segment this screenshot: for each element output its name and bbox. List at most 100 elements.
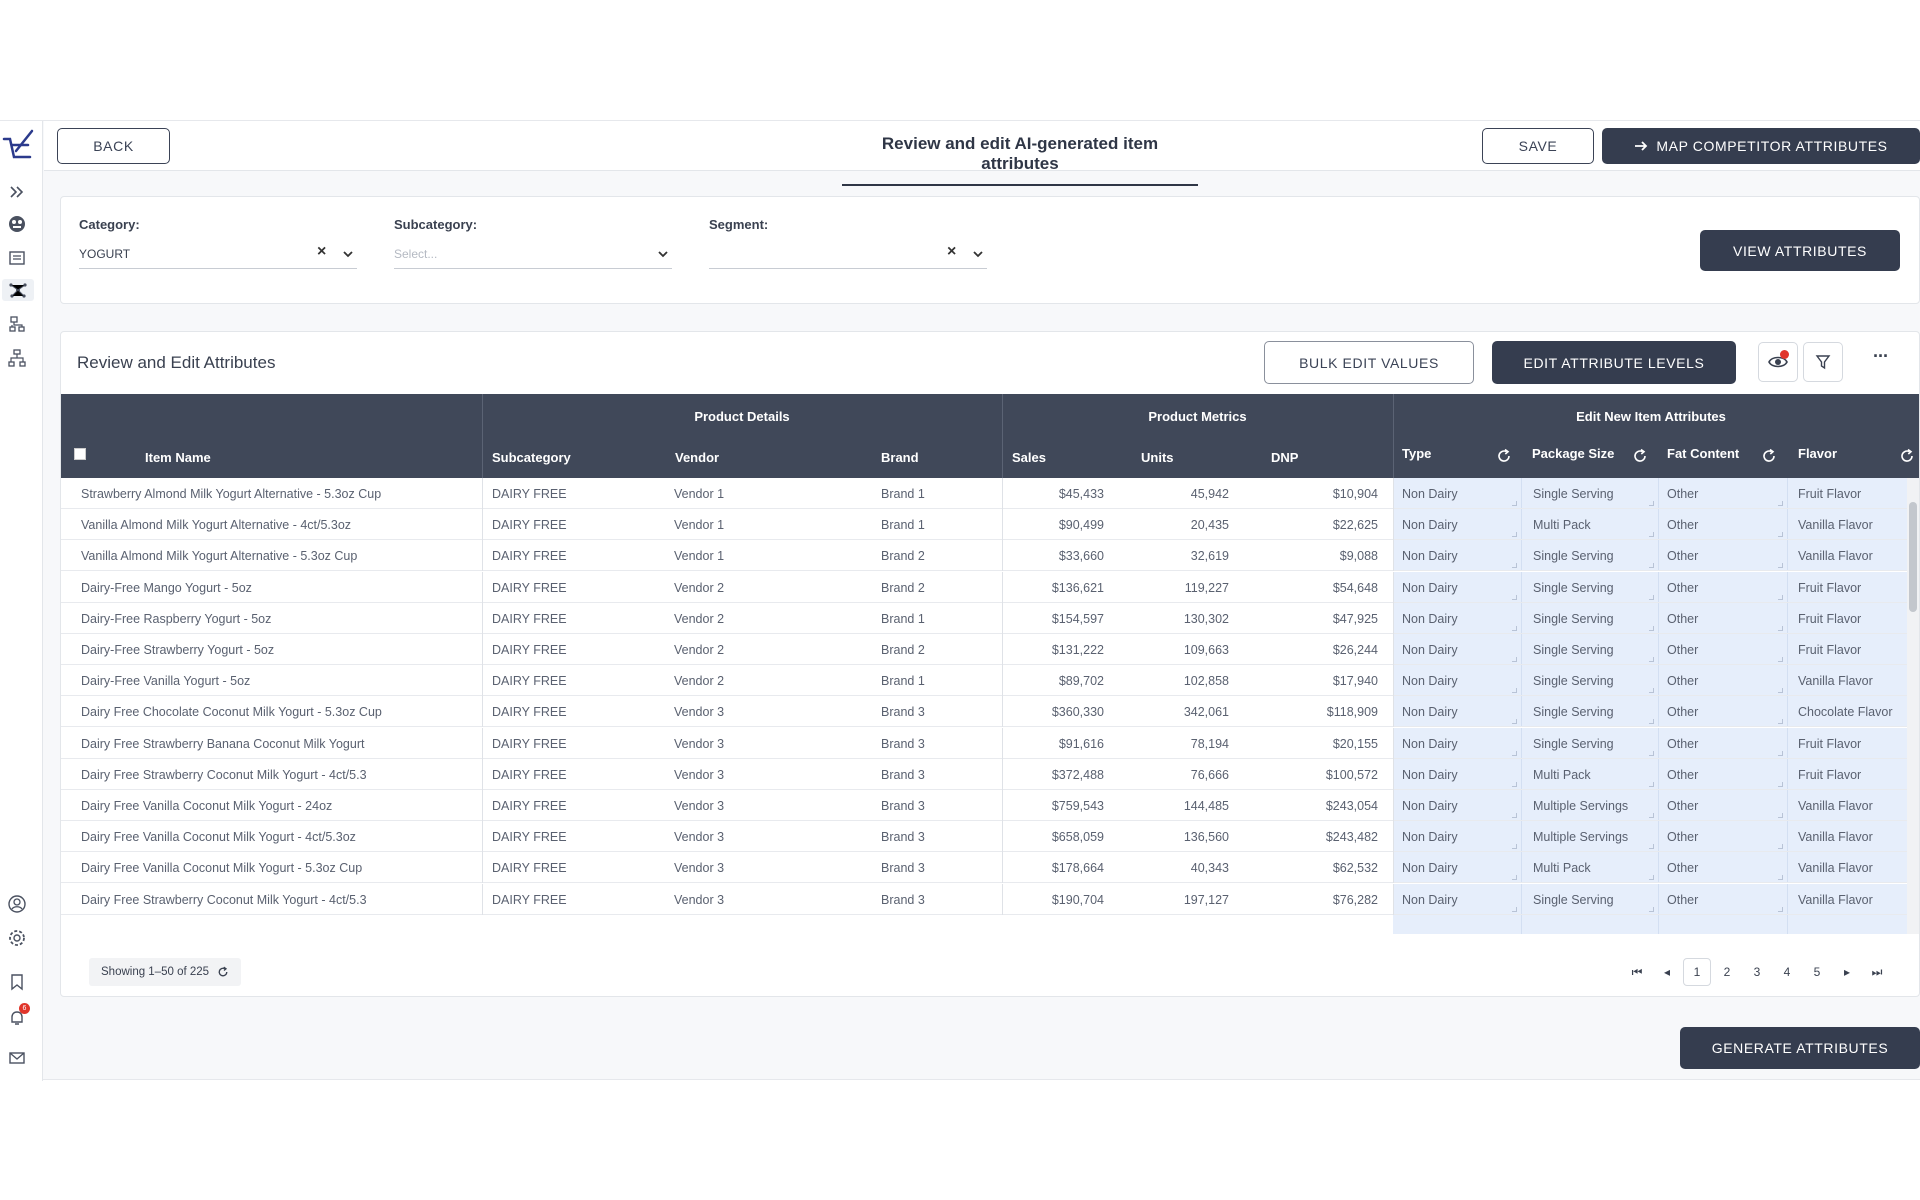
editable-cell[interactable] bbox=[1659, 821, 1788, 852]
editable-cell[interactable] bbox=[1659, 665, 1788, 696]
chevron-down-icon[interactable] bbox=[656, 247, 670, 261]
refresh-type-icon[interactable] bbox=[1496, 448, 1512, 464]
col-units[interactable]: Units bbox=[1141, 450, 1174, 465]
table-row[interactable]: Dairy-Free Raspberry Yogurt - 5oz DAIRY F… bbox=[61, 602, 1919, 634]
editable-cell[interactable] bbox=[1788, 914, 1919, 934]
clear-category-icon[interactable]: × bbox=[317, 243, 327, 260]
user-profile-icon[interactable] bbox=[6, 893, 28, 915]
editable-cell[interactable] bbox=[1522, 914, 1659, 934]
chevron-down-icon[interactable] bbox=[971, 247, 985, 261]
editable-cell[interactable] bbox=[1522, 821, 1659, 852]
table-row[interactable]: Dairy-Free Strawberry Yogurt - 5oz DAIRY … bbox=[61, 634, 1919, 665]
org-chart-icon[interactable] bbox=[6, 313, 28, 335]
editable-cell[interactable] bbox=[1393, 914, 1522, 934]
editable-cell[interactable] bbox=[1393, 665, 1522, 696]
table-row[interactable]: Dairy-Free Mango Yogurt - 5oz DAIRY FREE V… bbox=[61, 571, 1919, 603]
editable-cell[interactable] bbox=[1788, 821, 1919, 852]
cart-logo-icon[interactable] bbox=[2, 127, 36, 165]
col-type[interactable]: Type bbox=[1402, 446, 1432, 461]
editable-cell[interactable] bbox=[1788, 602, 1919, 633]
edit-attribute-levels-button[interactable]: EDIT ATTRIBUTE LEVELS bbox=[1492, 341, 1736, 384]
table-row[interactable]: Vanilla Almond Milk Yogurt Alternative -… bbox=[61, 509, 1919, 541]
subcategory-select[interactable]: Select... bbox=[394, 241, 672, 269]
editable-cell[interactable] bbox=[1522, 727, 1659, 758]
editable-cell[interactable] bbox=[1788, 634, 1919, 664]
editable-cell[interactable] bbox=[1659, 727, 1788, 758]
generate-attributes-button[interactable]: GENERATE ATTRIBUTES bbox=[1680, 1027, 1920, 1069]
notifications-bell-icon[interactable]: 6 bbox=[6, 1003, 30, 1029]
editable-cell[interactable] bbox=[1659, 509, 1788, 540]
editable-cell[interactable] bbox=[1522, 790, 1659, 820]
map-competitor-attributes-button[interactable]: MAP COMPETITOR ATTRIBUTES bbox=[1602, 128, 1920, 164]
editable-cell[interactable] bbox=[1659, 758, 1788, 789]
hierarchy-icon[interactable] bbox=[6, 347, 28, 369]
refresh-fat-content-icon[interactable] bbox=[1761, 448, 1777, 464]
segment-select[interactable]: × bbox=[709, 241, 987, 269]
editable-cell[interactable] bbox=[1522, 665, 1659, 696]
editable-cell[interactable] bbox=[1393, 696, 1522, 727]
editable-cell[interactable] bbox=[1393, 634, 1522, 664]
page-5[interactable]: 5 bbox=[1813, 965, 1821, 979]
editable-cell[interactable] bbox=[1788, 883, 1919, 914]
col-package-size[interactable]: Package Size bbox=[1532, 446, 1615, 461]
editable-cell[interactable] bbox=[1659, 571, 1788, 602]
editable-cell[interactable] bbox=[1788, 727, 1919, 758]
editable-cell[interactable] bbox=[1522, 571, 1659, 602]
editable-cell[interactable] bbox=[1393, 509, 1522, 540]
editable-cell[interactable] bbox=[1659, 696, 1788, 727]
table-row[interactable]: Dairy Free Strawberry Coconut Milk Yogur… bbox=[61, 758, 1919, 790]
editable-cell[interactable] bbox=[1393, 727, 1522, 758]
editable-cell[interactable] bbox=[1393, 602, 1522, 633]
editable-cell[interactable] bbox=[1393, 852, 1522, 883]
refresh-icon[interactable] bbox=[217, 966, 229, 978]
col-item-name[interactable]: Item Name bbox=[145, 450, 211, 465]
editable-cell[interactable] bbox=[1659, 478, 1788, 508]
page-1[interactable]: 1 bbox=[1683, 958, 1711, 986]
editable-cell[interactable] bbox=[1393, 758, 1522, 789]
page-2[interactable]: 2 bbox=[1723, 965, 1731, 979]
prev-page-icon[interactable]: ◂ bbox=[1663, 965, 1671, 979]
table-row[interactable]: Dairy Free Vanilla Coconut Milk Yogurt -… bbox=[61, 821, 1919, 853]
clear-segment-icon[interactable]: × bbox=[947, 243, 957, 260]
editable-cell[interactable] bbox=[1659, 852, 1788, 883]
mail-icon[interactable] bbox=[6, 1047, 28, 1069]
table-scrollbar-thumb[interactable] bbox=[1909, 502, 1917, 612]
list-icon[interactable] bbox=[6, 247, 28, 269]
editable-cell[interactable] bbox=[1393, 478, 1522, 508]
col-dnp[interactable]: DNP bbox=[1271, 450, 1299, 465]
editable-cell[interactable] bbox=[1393, 790, 1522, 820]
editable-cell[interactable] bbox=[1522, 478, 1659, 508]
col-vendor[interactable]: Vendor bbox=[675, 450, 720, 465]
table-row[interactable]: Strawberry Almond Milk Yogurt Alternativ… bbox=[61, 478, 1919, 509]
refresh-package-size-icon[interactable] bbox=[1632, 448, 1648, 464]
refresh-flavor-icon[interactable] bbox=[1899, 448, 1915, 464]
editable-cell[interactable] bbox=[1659, 540, 1788, 571]
editable-cell[interactable] bbox=[1659, 602, 1788, 633]
table-row[interactable]: Dairy Free Chocolate Coconut Milk Yogurt… bbox=[61, 696, 1919, 728]
network-icon[interactable] bbox=[2, 279, 34, 301]
table-row[interactable]: Dairy Free Vanilla Coconut Milk Yogurt -… bbox=[61, 852, 1919, 884]
expand-rail-icon[interactable] bbox=[6, 181, 28, 203]
editable-cell[interactable] bbox=[1659, 914, 1788, 934]
editable-cell[interactable] bbox=[1788, 790, 1919, 820]
editable-cell[interactable] bbox=[1788, 852, 1919, 883]
editable-cell[interactable] bbox=[1522, 509, 1659, 540]
filter-button[interactable] bbox=[1803, 342, 1843, 382]
more-options-icon[interactable]: ··· bbox=[1873, 346, 1889, 366]
col-subcategory[interactable]: Subcategory bbox=[492, 450, 571, 465]
page-4[interactable]: 4 bbox=[1783, 965, 1791, 979]
first-page-icon[interactable]: ⏮ bbox=[1631, 964, 1643, 979]
editable-cell[interactable] bbox=[1522, 696, 1659, 727]
editable-cell[interactable] bbox=[1659, 883, 1788, 914]
settings-gear-icon[interactable] bbox=[6, 927, 28, 949]
col-sales[interactable]: Sales bbox=[1012, 450, 1046, 465]
editable-cell[interactable] bbox=[1659, 634, 1788, 664]
last-page-icon[interactable]: ⏭ bbox=[1871, 964, 1883, 979]
bulk-edit-values-button[interactable]: BULK EDIT VALUES bbox=[1264, 341, 1474, 384]
editable-cell[interactable] bbox=[1522, 540, 1659, 571]
col-fat-content[interactable]: Fat Content bbox=[1667, 446, 1740, 461]
table-row[interactable] bbox=[61, 914, 1919, 934]
table-row[interactable]: Dairy-Free Vanilla Yogurt - 5oz DAIRY FRE… bbox=[61, 665, 1919, 697]
editable-cell[interactable] bbox=[1522, 602, 1659, 633]
editable-cell[interactable] bbox=[1522, 852, 1659, 883]
